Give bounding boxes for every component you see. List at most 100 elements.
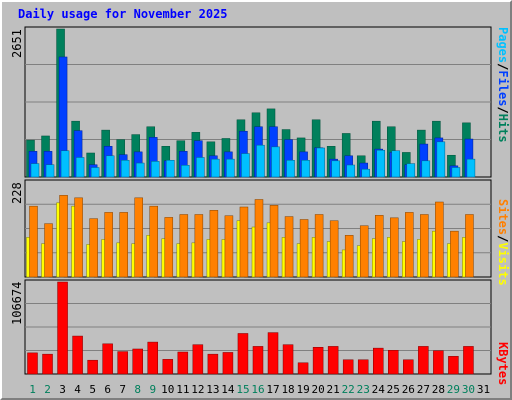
bar-sites-day-1 (29, 205, 38, 278)
bar-pages-day-28 (436, 141, 446, 178)
bar-pages-day-27 (421, 160, 431, 178)
bar-sites-day-2 (44, 223, 53, 278)
bar-sites-day-26 (405, 212, 414, 278)
bar-kbytes-day-27 (418, 346, 429, 375)
day-label: 7 (119, 383, 126, 396)
day-label: 13 (206, 383, 219, 396)
day-label: 16 (251, 383, 264, 396)
day-label: 27 (417, 383, 430, 396)
bar-pages-day-15 (241, 153, 250, 178)
day-label: 26 (402, 383, 415, 396)
day-label: 15 (236, 383, 249, 396)
bar-sites-day-20 (314, 214, 324, 278)
bar-kbytes-day-24 (372, 347, 384, 375)
bar-pages-day-30 (466, 158, 476, 178)
bar-kbytes-day-7 (117, 351, 128, 375)
bar-sites-day-30 (465, 214, 474, 278)
bar-sites-day-18 (284, 216, 294, 278)
bar-kbytes-day-22 (342, 359, 354, 375)
bar-pages-day-9 (151, 161, 160, 178)
bar-sites-day-3 (59, 195, 68, 278)
day-label: 11 (176, 383, 189, 396)
bar-pages-day-7 (120, 160, 130, 178)
day-label: 12 (191, 383, 204, 396)
bar-sites-day-23 (359, 225, 369, 278)
bar-sites-day-9 (149, 205, 159, 278)
day-label: 25 (387, 383, 400, 396)
bar-kbytes-day-23 (357, 359, 369, 375)
day-label: 24 (372, 383, 386, 396)
bar-sites-day-15 (239, 206, 249, 278)
bar-sites-day-21 (329, 220, 339, 278)
bar-sites-day-4 (74, 197, 83, 278)
bar-pages-day-2 (45, 164, 55, 178)
bar-pages-day-4 (75, 157, 85, 178)
bar-pages-day-3 (60, 150, 70, 178)
day-label: 28 (432, 383, 445, 396)
bar-pages-day-12 (196, 157, 205, 178)
day-label: 17 (266, 383, 279, 396)
bar-kbytes-day-25 (388, 350, 399, 375)
bar-kbytes-day-18 (282, 344, 294, 375)
day-label: 2 (44, 383, 51, 396)
chart-title: Daily usage for November 2025 (18, 7, 228, 21)
bar-pages-day-21 (331, 160, 340, 178)
bar-kbytes-day-11 (177, 351, 189, 375)
bar-pages-day-11 (181, 165, 190, 178)
day-label: 21 (327, 383, 340, 396)
day-label: 18 (281, 383, 294, 396)
bar-sites-day-7 (119, 212, 128, 278)
bar-sites-day-28 (435, 201, 444, 278)
day-label: 4 (74, 383, 81, 396)
bar-sites-day-14 (224, 215, 234, 278)
day-label: 29 (447, 383, 460, 396)
bar-sites-day-29 (450, 230, 459, 278)
bar-kbytes-day-8 (132, 348, 143, 375)
bar-kbytes-day-29 (448, 356, 459, 375)
bar-pages-day-22 (346, 164, 355, 178)
bar-pages-day-25 (391, 150, 401, 178)
bar-pages-day-17 (271, 146, 280, 178)
day-label: 19 (296, 383, 309, 396)
bar-kbytes-day-28 (433, 350, 444, 375)
bar-sites-day-17 (269, 205, 279, 278)
bar-kbytes-day-15 (237, 333, 249, 375)
bar-pages-day-10 (166, 160, 175, 178)
bar-kbytes-day-10 (162, 359, 174, 375)
bar-sites-day-16 (254, 199, 264, 278)
bar-kbytes-day-20 (312, 347, 324, 375)
bar-pages-day-8 (135, 162, 145, 178)
bar-kbytes-day-2 (42, 353, 53, 375)
bar-kbytes-day-3 (57, 281, 68, 375)
bar-sites-day-27 (420, 214, 429, 278)
bar-sites-day-10 (164, 217, 174, 278)
day-label: 20 (312, 383, 325, 396)
bar-pages-day-18 (286, 160, 295, 178)
day-label: 9 (149, 383, 156, 396)
bar-pages-day-5 (90, 167, 100, 178)
bar-kbytes-day-26 (403, 359, 414, 375)
bar-kbytes-day-19 (297, 362, 309, 375)
bar-pages-day-14 (226, 158, 235, 178)
bar-kbytes-day-30 (463, 346, 474, 375)
day-label: 10 (161, 383, 174, 396)
day-label: 23 (357, 383, 370, 396)
bar-kbytes-day-13 (207, 353, 219, 375)
bar-sites-day-11 (179, 214, 189, 278)
bar-pages-day-24 (376, 149, 385, 178)
bar-sites-day-25 (390, 217, 399, 278)
day-label: 3 (59, 383, 66, 396)
bar-kbytes-day-1 (27, 352, 38, 375)
bar-pages-day-23 (361, 168, 370, 178)
bar-kbytes-day-14 (222, 352, 234, 375)
bar-kbytes-day-9 (147, 341, 159, 375)
day-label: 6 (104, 383, 111, 396)
bar-pages-day-6 (105, 155, 115, 178)
day-label: 30 (462, 383, 475, 396)
bar-sites-day-8 (134, 197, 143, 278)
bar-sites-day-12 (194, 214, 204, 278)
bar-pages-day-20 (316, 147, 325, 178)
day-label: 5 (89, 383, 96, 396)
bar-kbytes-day-5 (87, 359, 98, 375)
